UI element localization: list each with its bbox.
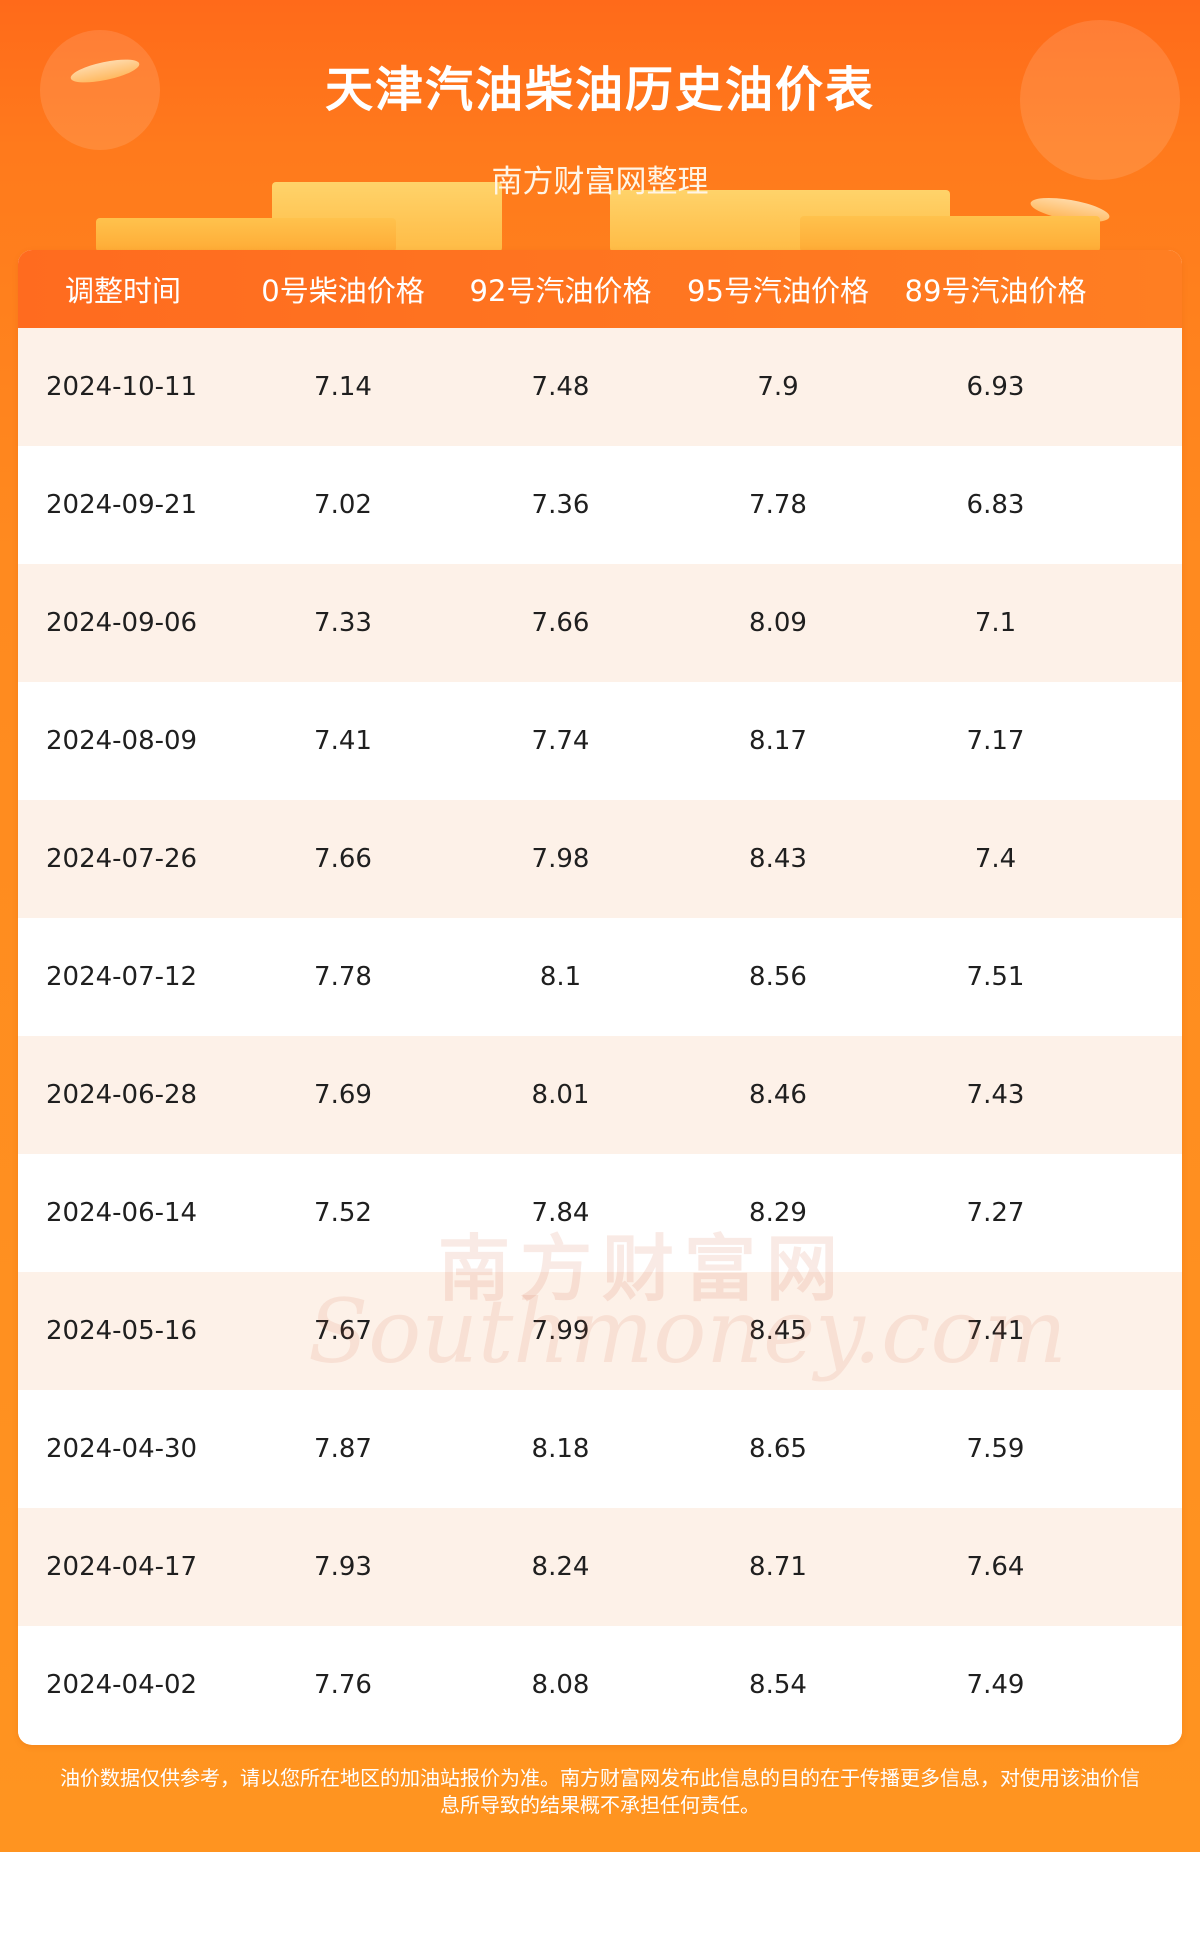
column-header-gasoline-89: 89号汽油价格 (904, 274, 1087, 308)
cell-gasoline-92: 8.1 (539, 962, 582, 992)
cell-gasoline-95: 7.9 (757, 372, 799, 402)
cell-diesel-0: 7.93 (314, 1552, 372, 1582)
cell-gasoline-95: 8.45 (749, 1316, 807, 1346)
cell-gasoline-89: 7.51 (966, 962, 1025, 992)
table-row: 2024-04-02 7.76 8.08 8.54 7.49 (18, 1626, 1182, 1744)
table-row: 2024-09-21 7.02 7.36 7.78 6.83 (18, 446, 1182, 564)
cell-date: 2024-07-26 (46, 844, 198, 874)
price-table-card: 调整时间 0号柴油价格 92号汽油价格 95号汽油价格 89号汽油价格 2024… (18, 250, 1182, 1745)
disclaimer-line-2: 息所导致的结果概不承担任何责任。 (440, 1793, 760, 1817)
table-row: 2024-08-09 7.41 7.74 8.17 7.17 (18, 682, 1182, 800)
table-row: 2024-04-30 7.87 8.18 8.65 7.59 (18, 1390, 1182, 1508)
cell-gasoline-89: 7.4 (974, 844, 1017, 874)
table-row: 2024-04-17 7.93 8.24 8.71 7.64 (18, 1508, 1182, 1626)
cell-diesel-0: 7.14 (314, 372, 372, 402)
cell-gasoline-95: 8.65 (749, 1434, 807, 1464)
cell-gasoline-95: 8.54 (749, 1670, 807, 1700)
cell-gasoline-95: 8.71 (749, 1552, 807, 1582)
cell-gasoline-92: 8.01 (531, 1080, 590, 1110)
cell-date: 2024-06-28 (46, 1080, 198, 1110)
cell-gasoline-89: 7.27 (966, 1198, 1025, 1228)
cell-diesel-0: 7.76 (314, 1670, 372, 1700)
cell-gasoline-89: 6.93 (966, 372, 1025, 402)
table-row: 2024-10-11 7.14 7.48 7.9 6.93 (18, 328, 1182, 446)
cell-gasoline-92: 7.66 (531, 608, 590, 638)
column-header-date: 调整时间 (64, 274, 181, 308)
cell-gasoline-95: 8.09 (749, 608, 807, 638)
cell-gasoline-92: 7.74 (531, 726, 590, 756)
cell-gasoline-92: 8.24 (531, 1552, 590, 1582)
cell-gasoline-89: 7.49 (966, 1670, 1025, 1700)
column-header-gasoline-95: 95号汽油价格 (687, 274, 869, 308)
cell-gasoline-95: 8.29 (749, 1198, 807, 1228)
page-subtitle: 南方财富网整理 (491, 164, 709, 200)
cell-gasoline-92: 7.99 (531, 1316, 590, 1346)
cell-gasoline-95: 8.56 (749, 962, 807, 992)
cell-gasoline-89: 7.64 (966, 1552, 1025, 1582)
cell-date: 2024-06-14 (46, 1198, 198, 1228)
disclaimer: 油价数据仅供参考，请以您所在地区的加油站报价为准。南方财富网发布此信息的目的在于… (0, 1765, 1200, 1819)
table-row: 2024-05-16 7.67 7.99 8.45 7.41 (18, 1272, 1182, 1390)
cell-date: 2024-10-11 (46, 372, 198, 402)
cell-date: 2024-08-09 (46, 726, 198, 756)
cell-gasoline-92: 7.48 (531, 372, 590, 402)
cell-gasoline-95: 8.17 (749, 726, 807, 756)
cell-date: 2024-09-21 (46, 490, 198, 520)
cell-gasoline-95: 8.46 (749, 1080, 807, 1110)
cell-diesel-0: 7.02 (314, 490, 372, 520)
table-row: 2024-06-14 7.52 7.84 8.29 7.27 (18, 1154, 1182, 1272)
column-header-gasoline-92: 92号汽油价格 (469, 274, 652, 308)
disclaimer-line-1: 油价数据仅供参考，请以您所在地区的加油站报价为准。南方财富网发布此信息的目的在于… (60, 1766, 1140, 1790)
cell-gasoline-95: 8.43 (749, 844, 807, 874)
bokeh-decoration (40, 30, 160, 150)
cell-gasoline-89: 7.43 (966, 1080, 1025, 1110)
cell-diesel-0: 7.33 (314, 608, 372, 638)
cell-date: 2024-05-16 (46, 1316, 198, 1346)
table-row: 2024-07-26 7.66 7.98 8.43 7.4 (18, 800, 1182, 918)
bokeh-decoration (1020, 20, 1180, 180)
podium-decoration (96, 218, 396, 252)
cell-date: 2024-04-17 (46, 1552, 198, 1582)
cell-diesel-0: 7.69 (314, 1080, 372, 1110)
cell-gasoline-89: 7.41 (966, 1316, 1025, 1346)
cell-diesel-0: 7.41 (314, 726, 372, 756)
cell-diesel-0: 7.87 (314, 1434, 372, 1464)
cell-diesel-0: 7.67 (314, 1316, 372, 1346)
cell-date: 2024-04-02 (46, 1670, 198, 1700)
cell-gasoline-92: 7.98 (531, 844, 590, 874)
table-header: 调整时间 0号柴油价格 92号汽油价格 95号汽油价格 89号汽油价格 (18, 250, 1182, 328)
cell-gasoline-92: 7.36 (531, 490, 590, 520)
cell-date: 2024-04-30 (46, 1434, 198, 1464)
podium-decoration (800, 216, 1100, 252)
cell-diesel-0: 7.66 (314, 844, 372, 874)
cell-gasoline-89: 7.17 (966, 726, 1025, 756)
table-body: 2024-10-11 7.14 7.48 7.9 6.93 2024-09-21 7.02 7… (18, 328, 1182, 1744)
column-header-diesel-0: 0号柴油价格 (261, 274, 425, 308)
cell-gasoline-95: 7.78 (749, 490, 807, 520)
cell-gasoline-89: 7.59 (966, 1434, 1025, 1464)
table-row: 2024-06-28 7.69 8.01 8.46 7.43 (18, 1036, 1182, 1154)
table-row: 2024-07-12 7.78 8.1 8.56 7.51 (18, 918, 1182, 1036)
cell-gasoline-92: 8.08 (531, 1670, 590, 1700)
cell-gasoline-92: 8.18 (531, 1434, 590, 1464)
cell-gasoline-89: 6.83 (966, 490, 1025, 520)
cell-date: 2024-07-12 (46, 962, 198, 992)
cell-diesel-0: 7.78 (314, 962, 372, 992)
table-row: 2024-09-06 7.33 7.66 8.09 7.1 (18, 564, 1182, 682)
page-title: 天津汽油柴油历史油价表 (324, 62, 875, 118)
cell-date: 2024-09-06 (46, 608, 198, 638)
cell-gasoline-89: 7.1 (974, 608, 1017, 638)
cell-diesel-0: 7.52 (314, 1198, 372, 1228)
cell-gasoline-92: 7.84 (531, 1198, 590, 1228)
